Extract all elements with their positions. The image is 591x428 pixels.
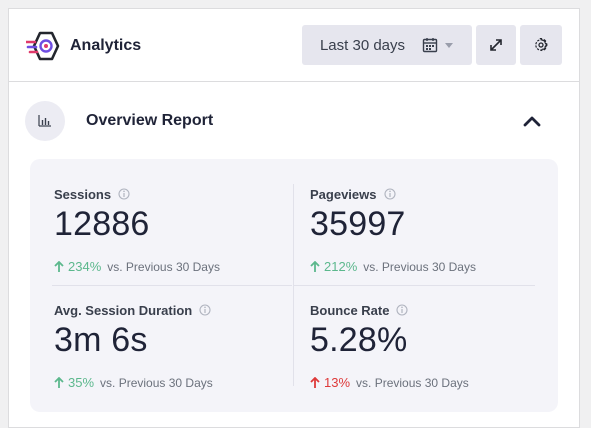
overview-stats-panel: Sessions 12886 234% vs. Previous 30 Days…	[30, 159, 558, 412]
stat-comparison: vs. Previous 30 Days	[363, 259, 476, 274]
settings-button[interactable]	[520, 25, 562, 65]
info-icon[interactable]	[383, 188, 396, 200]
brand: Analytics	[26, 30, 141, 62]
stat-comparison: vs. Previous 30 Days	[356, 375, 469, 390]
stat-label: Pageviews	[310, 186, 377, 202]
calendar-icon	[422, 38, 438, 53]
stat-comparison: vs. Previous 30 Days	[100, 375, 213, 390]
chevron-down-icon	[445, 43, 454, 48]
stat-value: 3m 6s	[54, 321, 148, 359]
arrow-up-icon	[310, 376, 320, 388]
info-icon[interactable]	[396, 304, 409, 316]
stat-sessions: Sessions 12886 234% vs. Previous 30 Days	[54, 186, 284, 275]
stat-label: Bounce Rate	[310, 302, 390, 318]
stat-change: 35%	[68, 375, 95, 390]
info-icon[interactable]	[199, 304, 211, 316]
bar-chart-icon	[38, 115, 51, 127]
overview-report-header: Overview Report	[9, 83, 579, 157]
gear-icon	[535, 38, 548, 52]
info-icon[interactable]	[118, 188, 130, 200]
stat-value: 5.28%	[310, 321, 408, 359]
stats-divider-horizontal	[294, 285, 535, 286]
analytics-logo-icon	[26, 31, 60, 61]
stats-divider-horizontal	[52, 285, 292, 286]
date-range-dropdown[interactable]: Last 30 days	[302, 25, 472, 65]
analytics-widget: Analytics Last 30 days	[8, 8, 580, 428]
report-title: Overview Report	[86, 112, 214, 129]
collapse-toggle[interactable]	[520, 110, 544, 132]
stat-change: 212%	[324, 259, 358, 274]
widget-header: Analytics Last 30 days	[9, 9, 579, 82]
stat-change: 234%	[68, 259, 102, 274]
date-range-label: Last 30 days	[319, 36, 406, 54]
arrow-up-icon	[54, 260, 64, 272]
arrow-up-icon	[54, 376, 64, 388]
fullscreen-button[interactable]	[476, 25, 516, 65]
stat-label: Avg. Session Duration	[54, 302, 193, 318]
stat-label: Sessions	[54, 186, 112, 202]
chevron-up-icon	[523, 116, 541, 127]
stat-value: 12886	[54, 205, 150, 243]
stat-bounce-rate: Bounce Rate 5.28% 13% vs. Previous 30 Da…	[310, 302, 540, 391]
stat-pageviews: Pageviews 35997 212% vs. Previous 30 Day…	[310, 186, 540, 275]
report-chart-icon	[25, 101, 65, 141]
expand-icon	[490, 39, 502, 51]
stat-avg-session-duration: Avg. Session Duration 3m 6s 35% vs. Prev…	[54, 302, 284, 391]
stat-value: 35997	[310, 205, 406, 243]
stat-comparison: vs. Previous 30 Days	[107, 259, 220, 274]
stats-divider-vertical	[293, 184, 294, 386]
widget-title: Analytics	[70, 37, 142, 54]
stat-change: 13%	[324, 375, 351, 390]
arrow-up-icon	[310, 260, 320, 272]
